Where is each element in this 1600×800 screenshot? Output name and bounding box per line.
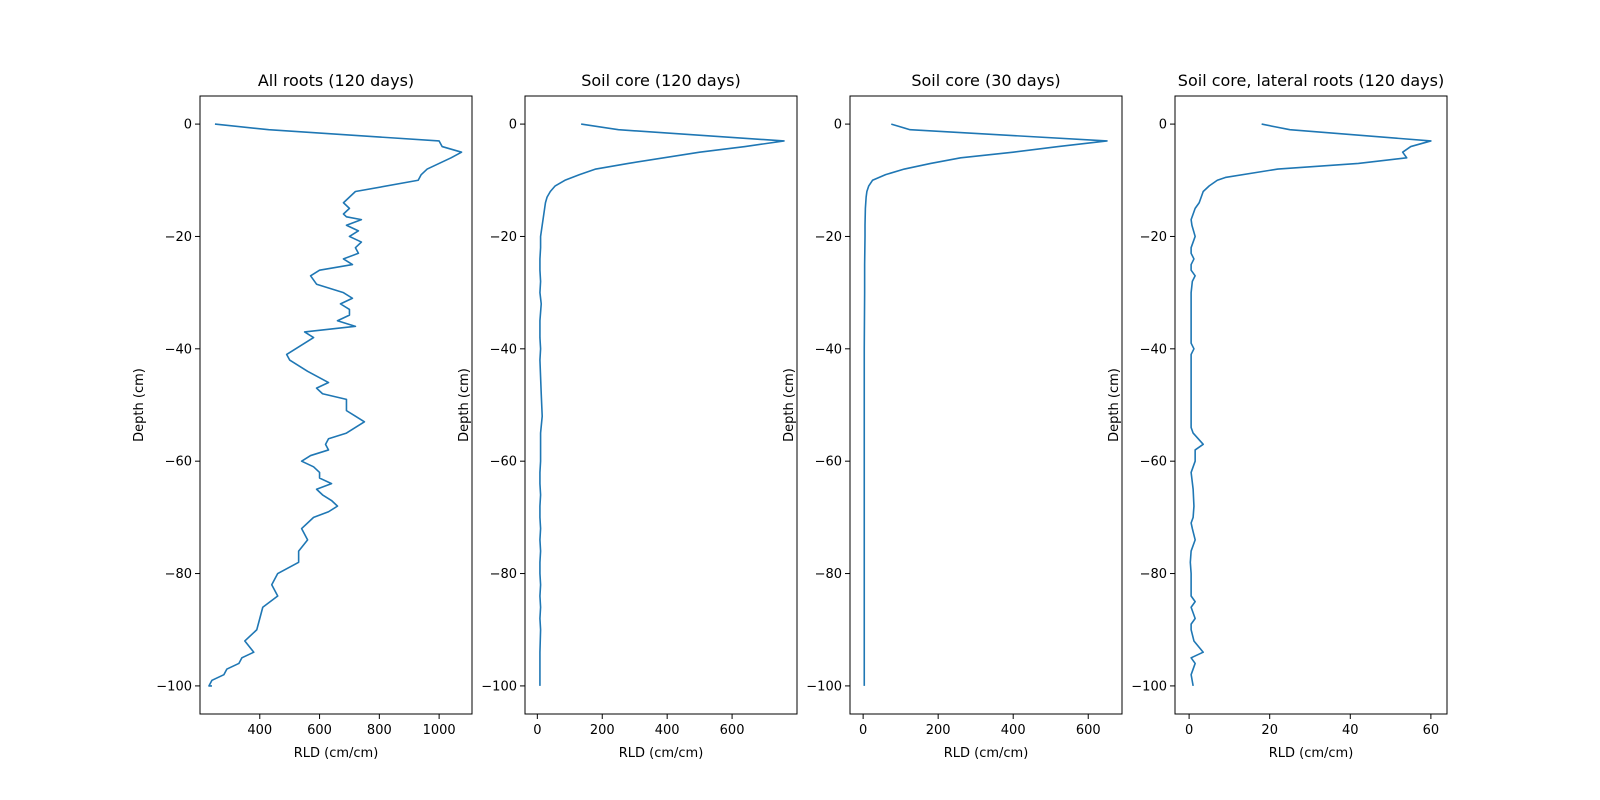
- x-tick-label: 0: [1185, 723, 1193, 738]
- y-tick-label: −40: [490, 342, 517, 357]
- panel-1: All roots (120 days) 400 600 800 1000 0 −20 −40…: [132, 71, 473, 761]
- panel-title: All roots (120 days): [258, 71, 414, 90]
- panel-3: Soil core (30 days) 0 200 400 600 0 −20 −40 −60 −…: [782, 71, 1123, 761]
- x-tick-label: 0: [859, 723, 867, 738]
- x-axis-label: RLD (cm/cm): [294, 746, 379, 761]
- y-tick-label: −20: [165, 230, 192, 245]
- y-tick-label: −60: [1140, 455, 1167, 470]
- x-tick-label: 600: [1076, 723, 1101, 738]
- x-tick-label: 400: [1001, 723, 1026, 738]
- y-tick-label: 0: [184, 118, 192, 133]
- y-tick-label: −100: [156, 679, 192, 694]
- x-tick-label: 600: [720, 723, 745, 738]
- y-tick-label: −20: [490, 230, 517, 245]
- series-line: [863, 123, 1108, 686]
- panel-title: Soil core, lateral roots (120 days): [1178, 71, 1444, 90]
- y-tick-label: −80: [815, 567, 842, 582]
- y-tick-label: −60: [490, 455, 517, 470]
- axes-frame: [199, 95, 473, 715]
- x-tick-label: 1000: [423, 723, 456, 738]
- x-tick-label: 200: [590, 723, 615, 738]
- y-axis-label: Depth (cm): [457, 368, 472, 442]
- y-tick-label: −20: [1140, 230, 1167, 245]
- panel-title: Soil core (120 days): [581, 71, 741, 90]
- y-tick-label: −20: [815, 230, 842, 245]
- axes-frame: [1174, 95, 1448, 715]
- panel-2: Soil core (120 days) 0 200 400 600 0 −20 −40 −60…: [457, 71, 798, 761]
- y-axis-label: Depth (cm): [132, 368, 147, 442]
- axes-frame: [524, 95, 798, 715]
- series-line: [208, 123, 463, 687]
- y-tick-label: −60: [165, 455, 192, 470]
- y-tick-label: −80: [1140, 567, 1167, 582]
- y-tick-label: 0: [509, 118, 517, 133]
- x-tick-label: 800: [367, 723, 392, 738]
- panel-4: Soil core, lateral roots (120 days) 0 20 40…: [1107, 71, 1448, 761]
- x-axis-label: RLD (cm/cm): [944, 746, 1029, 761]
- y-tick-label: 0: [834, 118, 842, 133]
- series-line: [539, 123, 785, 686]
- x-tick-label: 60: [1423, 723, 1440, 738]
- x-tick-label: 0: [533, 723, 541, 738]
- axes-frame: [849, 95, 1123, 715]
- y-tick-label: −60: [815, 455, 842, 470]
- x-tick-label: 20: [1261, 723, 1278, 738]
- x-tick-label: 400: [655, 723, 680, 738]
- y-tick-label: −40: [165, 342, 192, 357]
- y-tick-label: −40: [1140, 342, 1167, 357]
- y-tick-label: −100: [806, 679, 842, 694]
- y-axis-label: Depth (cm): [782, 368, 797, 442]
- y-tick-label: 0: [1159, 118, 1167, 133]
- x-tick-label: 600: [307, 723, 332, 738]
- y-tick-label: −80: [165, 567, 192, 582]
- x-axis-label: RLD (cm/cm): [619, 746, 704, 761]
- y-tick-label: −100: [1131, 679, 1167, 694]
- y-tick-label: −80: [490, 567, 517, 582]
- y-tick-label: −40: [815, 342, 842, 357]
- y-tick-label: −100: [481, 679, 517, 694]
- panel-title: Soil core (30 days): [911, 71, 1060, 90]
- x-tick-label: 200: [926, 723, 951, 738]
- x-axis-label: RLD (cm/cm): [1269, 746, 1354, 761]
- panels: All roots (120 days)400 600 800 10000−20−40…: [132, 71, 1448, 761]
- y-axis-label: Depth (cm): [1107, 368, 1122, 442]
- x-tick-label: 400: [247, 723, 272, 738]
- series-line: [1189, 123, 1432, 687]
- x-tick-label: 40: [1342, 723, 1359, 738]
